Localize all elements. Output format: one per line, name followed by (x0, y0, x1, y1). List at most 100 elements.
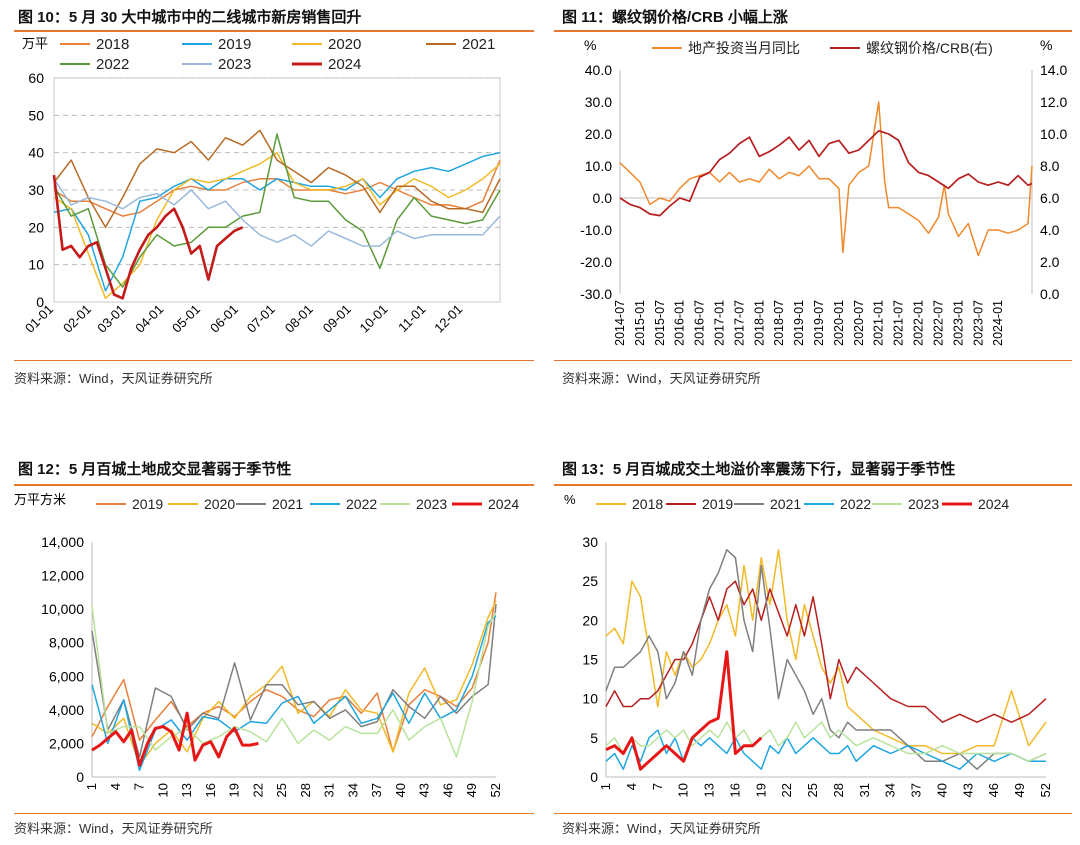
x-tick-label: 37 (369, 783, 384, 797)
y-tick-label: 30 (582, 534, 598, 550)
series-line-2023 (53, 178, 501, 247)
legend-label: 螺纹钢价格/CRB(右) (866, 40, 993, 56)
title-rule (554, 484, 1072, 486)
legend-label: 2018 (96, 36, 129, 53)
source-rule (14, 813, 534, 814)
y-tick-label-left: 30.0 (585, 94, 612, 110)
chart-panel-13: 图 13：5 月百城成交土地溢价率震荡下行，显著弱于季节性 0 5 10 15 20 25… (554, 448, 1072, 845)
legend-label: 2022 (840, 496, 871, 512)
y-tick-label-right: 6.0 (1040, 190, 1060, 206)
x-tick-label: 4 (624, 783, 639, 790)
x-tick-label: 46 (440, 783, 455, 797)
y-tick-label: 20 (28, 219, 44, 235)
y-unit-label: 万平 (22, 36, 48, 51)
y-tick-label: 6,000 (49, 668, 84, 684)
y-tick-label-right: 8.0 (1040, 158, 1060, 174)
x-tick-label: 2018-01 (752, 300, 766, 346)
source-rule (14, 360, 534, 361)
source-rule (554, 360, 1072, 361)
y-unit-label: 万平方米 (14, 492, 66, 507)
x-tick-label: 43 (960, 783, 975, 797)
legend-label: 2023 (908, 496, 939, 512)
chart-panel-11: 图 11：螺纹钢价格/CRB 小幅上涨 -30.0 -20.0 -10.0 0.0 10… (554, 0, 1072, 400)
series-line-2020 (53, 151, 501, 300)
x-tick-label: 19 (753, 783, 768, 797)
x-tick-label: 2023-01 (951, 300, 965, 346)
title-rule (14, 30, 534, 32)
title-rule (14, 484, 534, 486)
x-tick-label: 10 (155, 783, 170, 797)
chart-source: 资料来源：Wind，天风证券研究所 (14, 371, 213, 386)
y-tick-label: 14,000 (41, 534, 84, 550)
x-tick-label: 52 (488, 783, 503, 797)
x-tick-label: 2018-07 (772, 300, 786, 346)
series-line-2022 (605, 729, 1046, 770)
y-tick-label: 10 (28, 257, 44, 273)
y-tick-label: 25 (582, 573, 598, 589)
x-tick-label: 2016-01 (673, 300, 687, 346)
x-tick-label: 12-01 (431, 302, 465, 336)
x-tick-label: 49 (464, 783, 479, 797)
x-tick-label: 05-01 (169, 302, 203, 336)
y-tick-label-right: 14.0 (1040, 62, 1067, 78)
chart-panel-10: 图 10：5 月 30 大中城市中的二线城市新房销售回升 0 10 20 30 40 50… (14, 0, 534, 400)
x-tick-label: 34 (345, 783, 360, 797)
chart-12-plot: 0 2,000 4,000 6,000 8,000 10,000 12,000 14,000 万… (14, 492, 519, 797)
x-tick-label: 40 (393, 783, 408, 797)
legend-label: 2024 (978, 496, 1009, 512)
x-tick-label: 07-01 (244, 302, 278, 336)
y-tick-label: 30 (28, 182, 44, 198)
legend-label: 2020 (204, 496, 235, 512)
y-tick-label: 2,000 (49, 735, 84, 751)
chart-source: 资料来源：Wind，天风证券研究所 (562, 371, 761, 386)
x-tick-label: 2017-01 (713, 300, 727, 346)
x-tick-label: 34 (883, 783, 898, 797)
chart-source: 资料来源：Wind，天风证券研究所 (562, 821, 761, 836)
series-line-2023 (605, 721, 1047, 763)
series-line-2020 (91, 600, 497, 767)
x-tick-label: 4 (108, 783, 123, 790)
x-tick-label: 01-01 (22, 302, 56, 336)
legend-label: 2019 (132, 496, 163, 512)
series-line (619, 129, 1033, 217)
y-tick-label: 10 (582, 691, 598, 707)
x-tick-label: 7 (650, 783, 665, 790)
x-tick-label: 19 (227, 783, 242, 797)
x-tick-label: 37 (909, 783, 924, 797)
x-tick-label: 2015-07 (653, 300, 667, 346)
series-line-2023 (91, 605, 497, 758)
x-tick-label: 13 (702, 783, 717, 797)
y-tick-label: 0 (590, 769, 598, 785)
series-line-2018 (605, 549, 1047, 755)
x-tick-label: 2023-07 (971, 300, 985, 346)
y-tick-label-right: 0.0 (1040, 286, 1060, 302)
y-tick-label: 12,000 (41, 568, 84, 584)
x-tick-label: 1 (598, 783, 613, 790)
x-tick-label: 2024-01 (991, 300, 1005, 346)
x-tick-label: 25 (805, 783, 820, 797)
series-line-2024 (52, 174, 244, 300)
series-line-2022 (53, 133, 501, 288)
x-tick-label: 28 (831, 783, 846, 797)
series-line (619, 101, 1033, 257)
y-tick-label: 0 (36, 294, 44, 310)
x-tick-label: 22 (250, 783, 265, 797)
legend-label: 2021 (272, 496, 303, 512)
legend-label: 2021 (770, 496, 801, 512)
y-tick-label-left: 40.0 (585, 62, 612, 78)
y-tick-label: 8,000 (49, 635, 84, 651)
x-tick-label: 2020-07 (852, 300, 866, 346)
x-tick-label: 2015-01 (633, 300, 647, 346)
legend-label: 2022 (96, 56, 129, 73)
x-tick-label: 13 (179, 783, 194, 797)
legend-label: 2024 (488, 496, 519, 512)
x-tick-label: 2019-01 (792, 300, 806, 346)
series-line-2021 (605, 549, 1047, 770)
legend-label: 2024 (328, 56, 361, 73)
legend-label: 2023 (416, 496, 447, 512)
y-tick-label: 5 (590, 730, 598, 746)
chart-title: 图 12：5 月百城土地成交显著弱于季节性 (18, 461, 292, 478)
series-line-2019 (53, 151, 501, 292)
x-tick-label: 16 (203, 783, 218, 797)
y-tick-label: 60 (28, 70, 44, 86)
